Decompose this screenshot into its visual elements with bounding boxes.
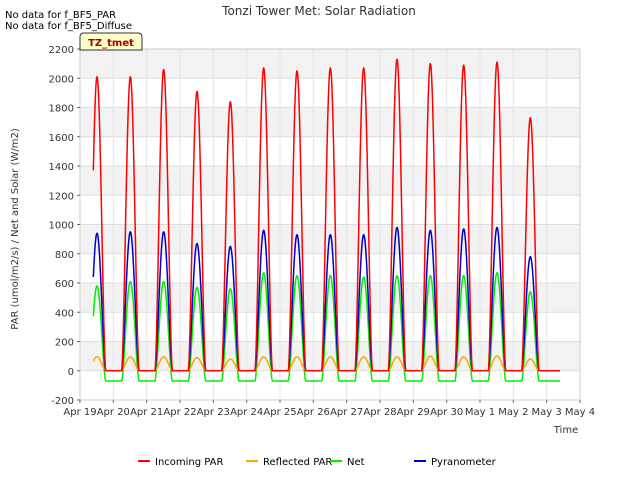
x-tick-label: May 2 xyxy=(498,407,528,418)
series-line-net xyxy=(92,272,561,382)
plot-band xyxy=(80,78,580,108)
x-tick-label: Apr 20 xyxy=(97,407,130,418)
x-tick-label: Apr 19 xyxy=(63,407,96,418)
site-badge: TZ_tmet xyxy=(79,32,143,51)
x-tick-labels: Apr 19 Apr 20 Apr 21 Apr 22 Apr 23 Apr 24 Apr … xyxy=(63,400,595,418)
x-tick-label: Apr 29 xyxy=(397,407,430,418)
x-tick-label: Apr 23 xyxy=(197,407,230,418)
y-tick-label: 1800 xyxy=(49,104,74,115)
plot-band xyxy=(80,312,580,342)
y-axis-label: PAR (umol/m2/s) / Net and Solar (W/m2) xyxy=(10,128,21,330)
y-tick-label: 2000 xyxy=(49,74,74,85)
legend-label: Net xyxy=(347,457,365,468)
y-tick-label: 200 xyxy=(55,338,74,349)
y-tick-label: 1400 xyxy=(49,162,74,173)
y-tick-label: 600 xyxy=(55,279,74,290)
legend-item: Net xyxy=(330,457,365,468)
y-tick-label: 400 xyxy=(55,308,74,319)
legend: Incoming PAR Reflected PAR Net Pyranometer xyxy=(138,457,497,468)
plot-band xyxy=(80,136,580,166)
y-tick-label: 2200 xyxy=(49,45,74,56)
legend-label: Incoming PAR xyxy=(155,457,224,468)
y-tick-label: -200 xyxy=(51,396,74,407)
x-axis-label: Time xyxy=(553,425,578,436)
no-data-note-diffuse: No data for f_BF5_Diffuse xyxy=(5,21,132,32)
plot-band xyxy=(80,370,580,400)
x-tick-label: Apr 30 xyxy=(430,407,463,418)
legend-item: Reflected PAR xyxy=(246,457,332,468)
x-tick-label: May 1 xyxy=(465,407,495,418)
y-tick-label: 1200 xyxy=(49,191,74,202)
legend-label: Reflected PAR xyxy=(263,457,332,468)
x-tick-label: Apr 21 xyxy=(130,407,163,418)
y-tick-label: 1600 xyxy=(49,133,74,144)
site-badge-label: TZ_tmet xyxy=(88,38,134,49)
series-lines xyxy=(92,58,561,382)
plot-band xyxy=(80,166,580,196)
x-tick-label: Apr 27 xyxy=(330,407,363,418)
x-tick-label: Apr 25 xyxy=(263,407,296,418)
x-tick-label: Apr 22 xyxy=(163,407,196,418)
no-data-note-par: No data for f_BF5_PAR xyxy=(5,10,116,21)
plot-band xyxy=(80,195,580,225)
x-tick-label: May 4 xyxy=(565,407,595,418)
x-tick-label: May 3 xyxy=(532,407,562,418)
y-tick-label: 800 xyxy=(55,250,74,261)
plot-band xyxy=(80,107,580,137)
legend-item: Pyranometer xyxy=(414,457,497,468)
x-tick-label: Apr 28 xyxy=(363,407,396,418)
legend-item: Incoming PAR xyxy=(138,457,224,468)
x-tick-label: Apr 26 xyxy=(297,407,330,418)
x-tick-label: Apr 24 xyxy=(230,407,263,418)
grid xyxy=(79,48,581,401)
legend-label: Pyranometer xyxy=(431,457,497,468)
chart-title: Tonzi Tower Met: Solar Radiation xyxy=(221,4,416,18)
series-line-incoming-par xyxy=(92,58,561,372)
plot-band xyxy=(80,224,580,254)
y-tick-label: 0 xyxy=(68,367,74,378)
y-tick-label: 1000 xyxy=(49,221,74,232)
plot-band xyxy=(80,283,580,313)
